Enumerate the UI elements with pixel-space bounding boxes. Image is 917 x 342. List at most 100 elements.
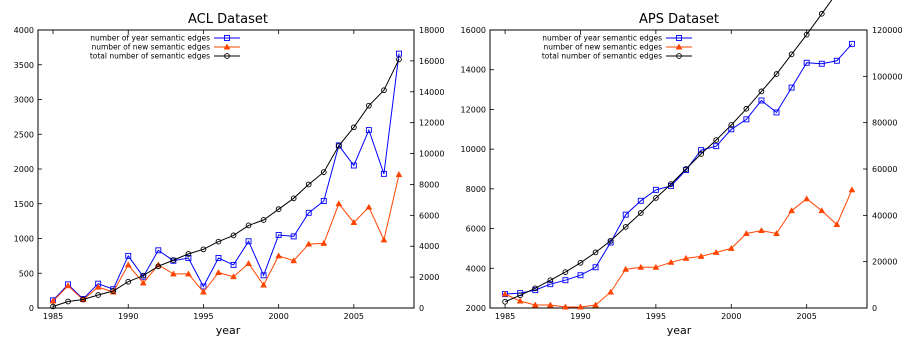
data-point (788, 84, 795, 91)
data-point (652, 263, 660, 270)
data-point (803, 59, 810, 66)
data-point (607, 288, 615, 295)
data-point (80, 296, 86, 303)
data-point (94, 283, 102, 290)
data-point (622, 224, 629, 230)
y-right-tick-label: 18000 (419, 26, 444, 35)
y-right-tick-label: 12000 (419, 119, 444, 128)
y-right-tick-label: 8000 (419, 180, 439, 189)
data-point (531, 301, 539, 308)
data-point (742, 230, 750, 236)
data-point (395, 171, 403, 178)
series-triangle (49, 171, 403, 304)
y-right-tick-label: 60000 (872, 165, 897, 174)
data-point (547, 277, 554, 284)
series-line (505, 43, 853, 295)
data-point (260, 217, 267, 223)
data-point (848, 186, 856, 193)
data-point (320, 198, 327, 204)
data-point (366, 102, 372, 109)
data-point (592, 301, 599, 308)
data-point (697, 252, 705, 259)
chart-title: ACL Dataset (188, 12, 268, 27)
data-point (215, 238, 222, 245)
data-point (200, 288, 207, 295)
data-point (215, 269, 222, 276)
data-point (155, 247, 162, 254)
series-triangle (501, 186, 856, 310)
data-point (381, 87, 387, 94)
data-point (125, 252, 132, 259)
data-point (95, 292, 102, 298)
series-square (50, 50, 402, 304)
data-point (380, 170, 387, 177)
data-point (652, 186, 659, 193)
data-point (185, 251, 192, 257)
series-line (504, 189, 853, 308)
data-point (607, 237, 614, 244)
y-right-tick-label: 20000 (872, 258, 897, 267)
data-point (230, 261, 237, 268)
data-point (49, 297, 57, 304)
data-point (637, 210, 644, 216)
data-point (667, 258, 675, 265)
y-right-tick-label: 4000 (419, 242, 439, 251)
y-left-tick-label: 2000 (466, 304, 486, 313)
data-point (320, 239, 328, 246)
series-line (52, 53, 400, 301)
x-tick-label: 1985 (43, 312, 63, 321)
plot-frame (37, 29, 415, 309)
y-left-tick-label: 3000 (14, 96, 34, 105)
data-point (773, 71, 780, 77)
plot-frame (489, 29, 868, 309)
y-right-tick-label: 80000 (872, 119, 897, 128)
legend-entry-label: number of year semantic edges (90, 34, 210, 43)
data-point (727, 244, 735, 251)
data-point (668, 181, 674, 187)
data-point (577, 259, 584, 266)
data-point (803, 195, 811, 202)
data-point (517, 292, 524, 299)
aps-chart: APS Dataset year 1985 1990 1995 2000 2005 200… (461, 0, 903, 337)
y-right-tick-label: 6000 (419, 211, 439, 220)
legend-entry-label: number of new semantic edges (543, 43, 662, 52)
data-point (139, 279, 147, 286)
data-point (396, 56, 402, 63)
series-circle (50, 56, 402, 310)
y-left-tick-label: 14000 (461, 66, 486, 75)
data-point (335, 142, 342, 149)
data-point (676, 35, 682, 41)
y-left-tick-label: 2500 (14, 130, 34, 139)
data-point (682, 254, 690, 261)
data-point (728, 122, 735, 128)
data-point (788, 51, 795, 58)
y-right-tick-label: 2000 (419, 273, 439, 282)
data-point (169, 270, 177, 277)
acl-chart: ACL Dataset year 1985 1990 1995 2000 2005 0 50… (14, 12, 445, 337)
data-point (305, 181, 312, 188)
x-tick-label: 1990 (118, 312, 138, 321)
legend-entry-label: number of year semantic edges (542, 34, 662, 43)
y-left-tick-label: 4000 (466, 264, 486, 273)
data-point (637, 197, 644, 204)
data-point (365, 203, 373, 210)
y-right-tick-label: 14000 (419, 88, 444, 97)
data-point (743, 116, 750, 123)
data-point (224, 35, 230, 41)
data-point (124, 261, 132, 268)
data-point (290, 195, 297, 202)
data-point (833, 221, 841, 228)
y-left-tick-label: 0 (29, 304, 34, 313)
data-point (200, 246, 207, 253)
data-point (305, 240, 313, 247)
x-tick-label: 1995 (193, 312, 213, 321)
data-point (833, 57, 840, 64)
data-point (350, 219, 358, 225)
data-point (275, 252, 283, 259)
data-point (260, 272, 267, 279)
data-point (245, 260, 252, 266)
series-square (502, 40, 855, 298)
data-point (788, 207, 796, 214)
y-right-tick-label: 0 (872, 304, 877, 313)
data-point (215, 255, 222, 261)
